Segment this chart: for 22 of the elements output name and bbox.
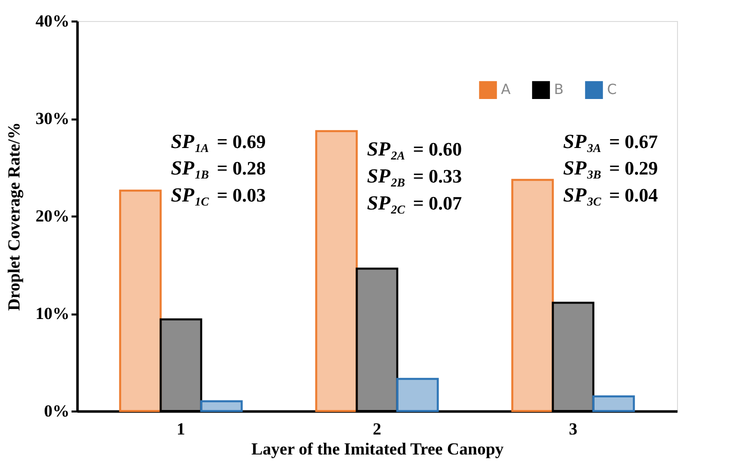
x-tick-label: 1 <box>176 420 186 438</box>
y-axis-title: Droplet Coverage Rate/% <box>4 122 24 311</box>
bar <box>511 178 554 412</box>
bar <box>119 190 162 412</box>
bar <box>356 268 398 412</box>
y-tick-label: 0% <box>44 402 70 420</box>
x-axis-title: Layer of the Imitated Tree Canopy <box>251 440 504 458</box>
x-tick-label: 2 <box>372 420 382 438</box>
y-tick-label: 40% <box>36 12 70 30</box>
x-tick-label: 3 <box>568 420 578 438</box>
bar <box>396 378 439 412</box>
bar <box>552 302 594 412</box>
bar <box>200 400 243 412</box>
legend-label: B <box>554 82 564 98</box>
y-tick-label: 20% <box>36 206 70 226</box>
legend-label: C <box>607 82 617 98</box>
y-tick-label: 10% <box>36 304 70 323</box>
bar <box>315 130 358 412</box>
bar <box>592 395 635 412</box>
legend-label: A <box>501 82 511 98</box>
bar <box>160 318 202 412</box>
y-tick-label: 30% <box>36 109 70 128</box>
